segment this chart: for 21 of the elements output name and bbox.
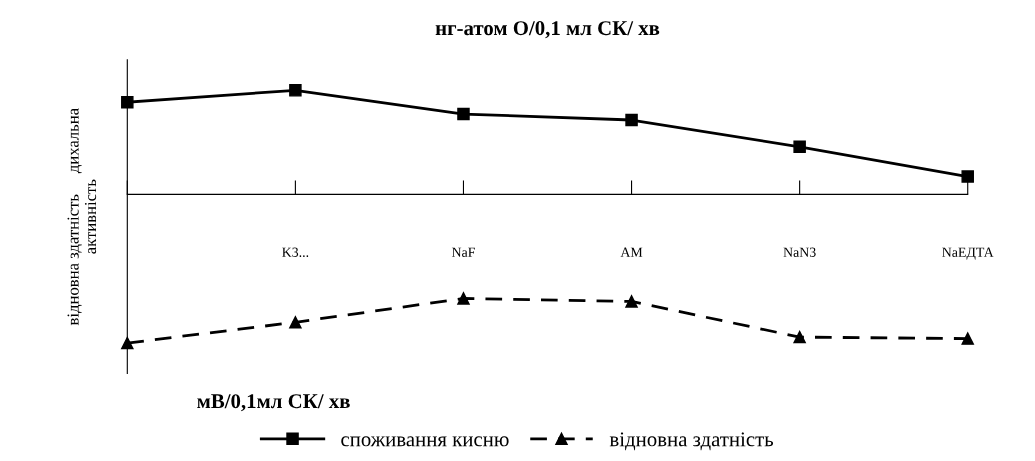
legend-label: споживання кисню bbox=[341, 436, 509, 447]
y-axis-title: відновна здатність дихальна активність bbox=[67, 108, 97, 326]
point bbox=[961, 332, 974, 345]
point bbox=[289, 316, 302, 329]
point bbox=[625, 113, 638, 127]
x-tick-label: K3... bbox=[282, 247, 309, 257]
x-tick-label: NaЕДТА bbox=[942, 247, 994, 260]
point bbox=[961, 170, 974, 183]
text: мВ/0,1мл СК/ хв bbox=[197, 394, 350, 412]
x-tick-label: AM bbox=[620, 247, 643, 257]
point bbox=[457, 107, 470, 121]
point bbox=[793, 330, 806, 344]
point bbox=[793, 140, 806, 154]
point bbox=[457, 292, 470, 305]
x-tick-label: NaF bbox=[451, 247, 475, 257]
x-tick-label: NaN3 bbox=[783, 247, 816, 257]
point bbox=[289, 84, 302, 97]
chart-title: нг-атом O/0,1 мл СК/ хв bbox=[435, 21, 660, 39]
point bbox=[625, 295, 638, 308]
legend-label: відновна здатність bbox=[609, 432, 774, 451]
point bbox=[121, 95, 134, 109]
